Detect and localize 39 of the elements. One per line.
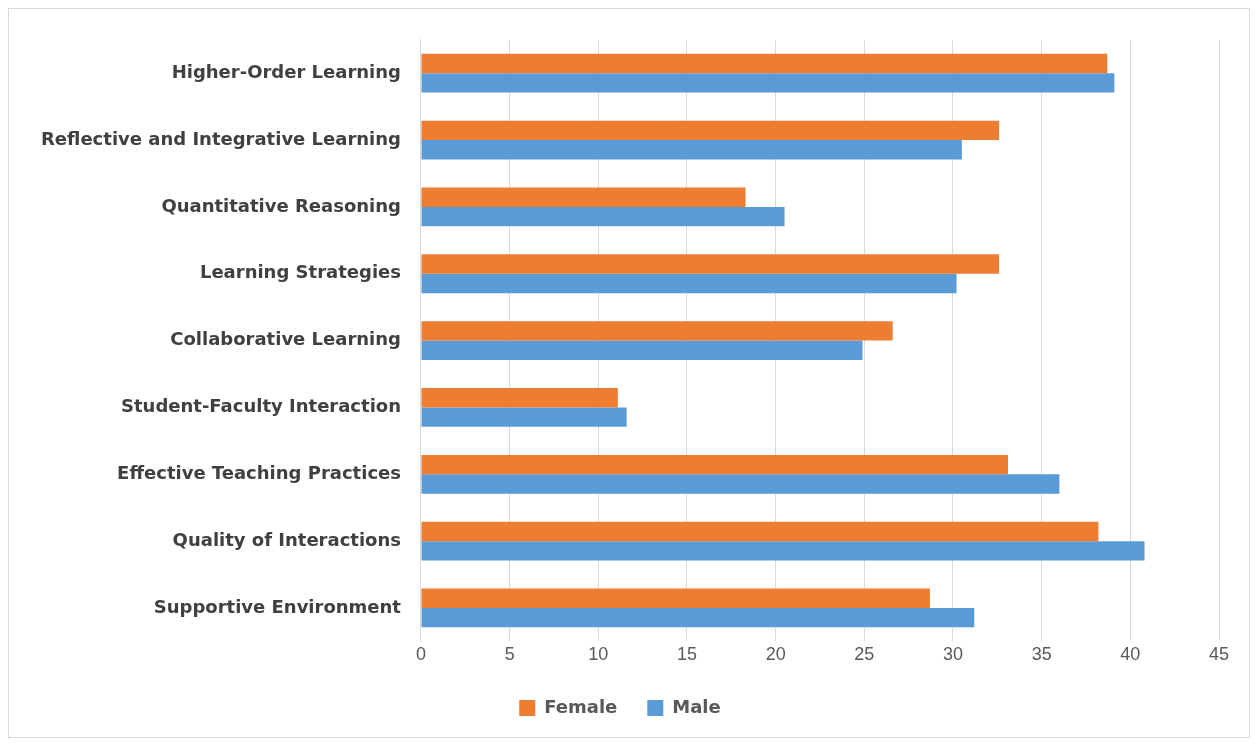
x-tick-label: 45 bbox=[1208, 644, 1230, 665]
x-tick-label: 10 bbox=[588, 644, 609, 665]
x-tick-label: 5 bbox=[504, 644, 515, 665]
x-tick-label: 20 bbox=[765, 644, 786, 665]
bar bbox=[421, 73, 1115, 93]
legend-label: Male bbox=[672, 695, 721, 717]
bar bbox=[421, 388, 618, 408]
x-tick-label: 40 bbox=[1120, 644, 1141, 665]
bar bbox=[421, 474, 1060, 494]
y-tick-label: Collaborative Learning bbox=[170, 328, 401, 350]
legend-label: Female bbox=[544, 695, 618, 717]
bar bbox=[421, 407, 627, 427]
bar bbox=[421, 588, 930, 608]
bar bbox=[421, 273, 957, 294]
y-tick-label: Student-Faculty Interaction bbox=[121, 395, 401, 417]
bar bbox=[421, 521, 1099, 542]
y-tick-label: Quantitative Reasoning bbox=[161, 194, 401, 216]
y-tick-label: Higher-Order Learning bbox=[171, 60, 401, 82]
y-tick-label: Reflective and Integrative Learning bbox=[41, 127, 401, 149]
bar bbox=[421, 53, 1108, 74]
bar bbox=[421, 120, 1000, 141]
bar bbox=[421, 321, 893, 341]
x-tick-label: 25 bbox=[854, 644, 875, 665]
x-tick-label: 35 bbox=[1031, 644, 1052, 665]
bar bbox=[421, 454, 1008, 475]
y-tick-label: Quality of Interactions bbox=[172, 528, 401, 550]
bar bbox=[421, 541, 1145, 561]
bar bbox=[421, 206, 785, 227]
x-tick-label: 0 bbox=[415, 644, 426, 665]
x-tick-label: 15 bbox=[676, 644, 697, 665]
bar bbox=[421, 607, 975, 628]
bar bbox=[421, 254, 1000, 274]
y-tick-label: Effective Teaching Practices bbox=[117, 461, 401, 483]
bar bbox=[421, 187, 746, 207]
bar bbox=[421, 140, 962, 160]
y-tick-label: Supportive Environment bbox=[153, 595, 402, 617]
bar bbox=[421, 340, 863, 360]
x-tick-label: 30 bbox=[942, 644, 964, 665]
y-tick-label: Learning Strategies bbox=[199, 261, 401, 283]
